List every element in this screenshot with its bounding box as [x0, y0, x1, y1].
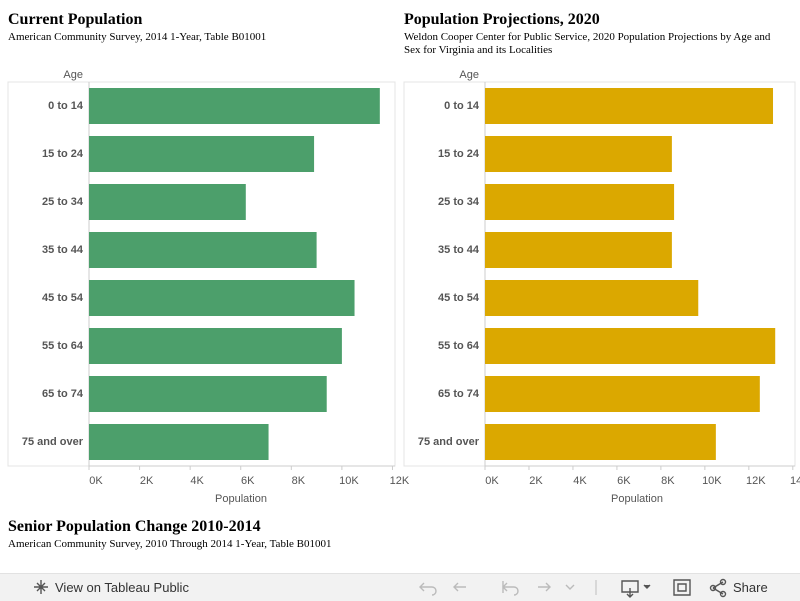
refresh-icon[interactable]	[538, 582, 551, 592]
bar	[485, 424, 716, 460]
bar	[89, 376, 327, 412]
fullscreen-icon[interactable]	[673, 579, 691, 596]
y-tick-label: 65 to 74	[42, 388, 84, 400]
y-tick-label: 25 to 34	[42, 196, 84, 208]
y-tick-label: 75 and over	[22, 436, 84, 448]
section-title: Senior Population Change 2010-2014	[8, 518, 261, 535]
bar	[89, 424, 269, 460]
share-button[interactable]: Share	[733, 580, 768, 595]
y-axis-title: Age	[63, 69, 83, 81]
view-link[interactable]: View on Tableau Public	[55, 580, 189, 595]
tableau-icon[interactable]	[34, 580, 48, 594]
dropdown-icon[interactable]	[643, 584, 651, 589]
charts: Age Population 0K 2K 4K 6K 8K 10K 12K 0 to 14 15 t…	[7, 69, 800, 505]
bar	[485, 376, 760, 412]
y-tick-label: 0 to 14	[48, 100, 84, 112]
bar	[89, 280, 355, 316]
x-tick-label: 14K	[790, 475, 800, 487]
x-tick-label: 12K	[746, 475, 766, 487]
section-subtitle: American Community Survey, 2010 Through …	[8, 538, 332, 550]
x-tick-label: 10K	[339, 475, 359, 487]
y-tick-label: 45 to 54	[438, 292, 480, 304]
x-tick-label: 10K	[702, 475, 722, 487]
chart-title: Current Population	[8, 11, 143, 28]
x-tick-label: 12K	[390, 475, 410, 487]
x-tick-label: 4K	[190, 475, 204, 487]
bar	[89, 184, 246, 220]
toolbar: View on Tableau Public Share	[0, 573, 800, 601]
x-tick-label: 2K	[140, 475, 154, 487]
bar	[89, 136, 315, 172]
y-tick-label: 35 to 44	[438, 244, 480, 256]
x-tick-label: 6K	[617, 475, 631, 487]
bar	[485, 136, 672, 172]
y-tick-label: 25 to 34	[438, 196, 480, 208]
dropdown-icon[interactable]	[565, 584, 575, 590]
chart-subtitle: American Community Survey, 2014 1-Year, …	[8, 31, 267, 43]
undo-icon[interactable]	[419, 582, 437, 596]
y-tick-label: 55 to 64	[438, 340, 480, 352]
bar	[485, 184, 675, 220]
download-icon[interactable]	[621, 580, 639, 598]
x-axis-title: Population	[215, 493, 267, 505]
x-tick-label: 2K	[529, 475, 543, 487]
chart-title: Population Projections, 2020	[404, 11, 600, 28]
y-tick-label: 0 to 14	[444, 100, 480, 112]
y-tick-label: 65 to 74	[438, 388, 480, 400]
x-tick-label: 0K	[89, 475, 103, 487]
revert-icon[interactable]	[453, 582, 466, 592]
y-axis-title: Age	[459, 69, 479, 81]
x-tick-label: 6K	[241, 475, 255, 487]
y-tick-label: 35 to 44	[42, 244, 84, 256]
bar	[485, 232, 672, 268]
bar	[89, 232, 317, 268]
y-tick-label: 75 and over	[418, 436, 480, 448]
redo-icon[interactable]	[502, 581, 519, 596]
x-tick-label: 8K	[292, 475, 306, 487]
chart-subtitle: Weldon Cooper Center for Public Service,…	[404, 31, 771, 56]
y-tick-label: 55 to 64	[42, 340, 84, 352]
bar	[89, 328, 342, 364]
bar	[485, 328, 776, 364]
y-tick-label: 15 to 24	[42, 148, 84, 160]
y-tick-label: 45 to 54	[42, 292, 84, 304]
toolbar-icons	[34, 578, 727, 598]
bar	[485, 280, 699, 316]
x-axis-title: Population	[611, 493, 663, 505]
x-tick-label: 4K	[573, 475, 587, 487]
x-tick-label: 8K	[661, 475, 675, 487]
bar	[485, 88, 774, 124]
x-tick-label: 0K	[485, 475, 499, 487]
bar	[89, 88, 380, 124]
y-tick-label: 15 to 24	[438, 148, 480, 160]
